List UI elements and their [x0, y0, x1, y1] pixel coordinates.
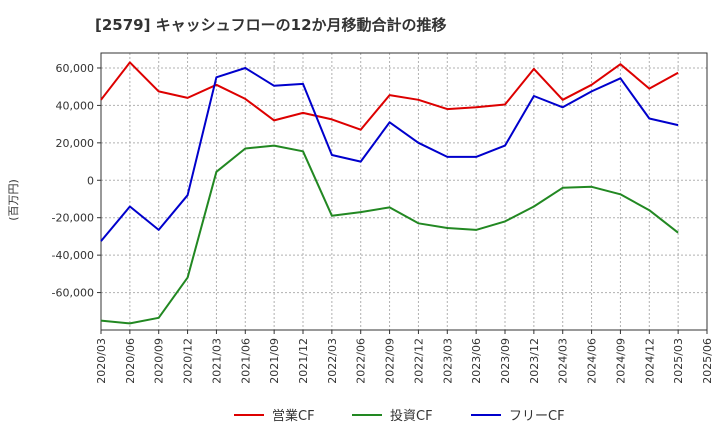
y-tick-label: -40,000 — [52, 249, 94, 262]
x-tick-label: 2024/09 — [614, 338, 627, 384]
legend: 営業CF 投資CF フリーCF — [234, 408, 565, 424]
x-tick-label: 2025/03 — [672, 338, 685, 384]
series-line-1 — [100, 61, 679, 131]
x-tick-label: 2023/12 — [528, 338, 541, 384]
x-tick-label: 2025/06 — [701, 338, 714, 384]
x-tick-label: 2022/06 — [355, 338, 368, 384]
legend-label-2: 投資CF — [390, 408, 433, 424]
x-tick-label: 2024/03 — [557, 338, 570, 384]
y-tick-label: -60,000 — [52, 287, 94, 300]
legend-label-1: 営業CF — [272, 408, 315, 424]
series-lines — [100, 61, 679, 325]
x-tick-label: 2020/12 — [182, 338, 195, 384]
grid-lines — [101, 53, 707, 330]
y-tick-label: 40,000 — [56, 99, 95, 112]
y-tick-label: 0 — [87, 174, 94, 187]
plot-area — [100, 52, 708, 331]
x-tick-label: 2020/09 — [153, 338, 166, 384]
x-tick-label: 2020/03 — [95, 338, 108, 384]
x-tick-label: 2020/06 — [124, 338, 137, 384]
x-axis-ticks: 2020/03 2020/06 2020/09 2020/12 2021/03 2021/… — [95, 330, 714, 384]
x-tick-label: 2024/06 — [586, 338, 599, 384]
chart-title: [2579] キャッシュフローの12か月移動合計の推移 — [95, 16, 447, 34]
series-line-3 — [100, 67, 679, 242]
x-tick-label: 2021/06 — [239, 338, 252, 384]
x-tick-label: 2024/12 — [643, 338, 656, 384]
legend-label-3: フリーCF — [509, 409, 565, 424]
x-tick-label: 2023/09 — [499, 338, 512, 384]
x-tick-label: 2021/03 — [210, 338, 223, 384]
y-axis-ticks: 60,000 40,000 20,000 0 -20,000 -40,000 -60,000 — [52, 62, 101, 300]
x-tick-label: 2022/03 — [326, 338, 339, 384]
y-axis-label: (百万円) — [7, 179, 20, 221]
series-line-2 — [100, 144, 679, 325]
x-tick-label: 2021/12 — [297, 338, 310, 384]
x-tick-label: 2022/12 — [412, 338, 425, 384]
y-tick-label: -20,000 — [52, 212, 94, 225]
x-tick-label: 2022/09 — [384, 338, 397, 384]
x-tick-label: 2023/03 — [441, 338, 454, 384]
y-tick-label: 60,000 — [56, 62, 95, 75]
x-tick-label: 2023/06 — [470, 338, 483, 384]
x-tick-label: 2021/09 — [268, 338, 281, 384]
y-tick-label: 20,000 — [56, 137, 95, 150]
